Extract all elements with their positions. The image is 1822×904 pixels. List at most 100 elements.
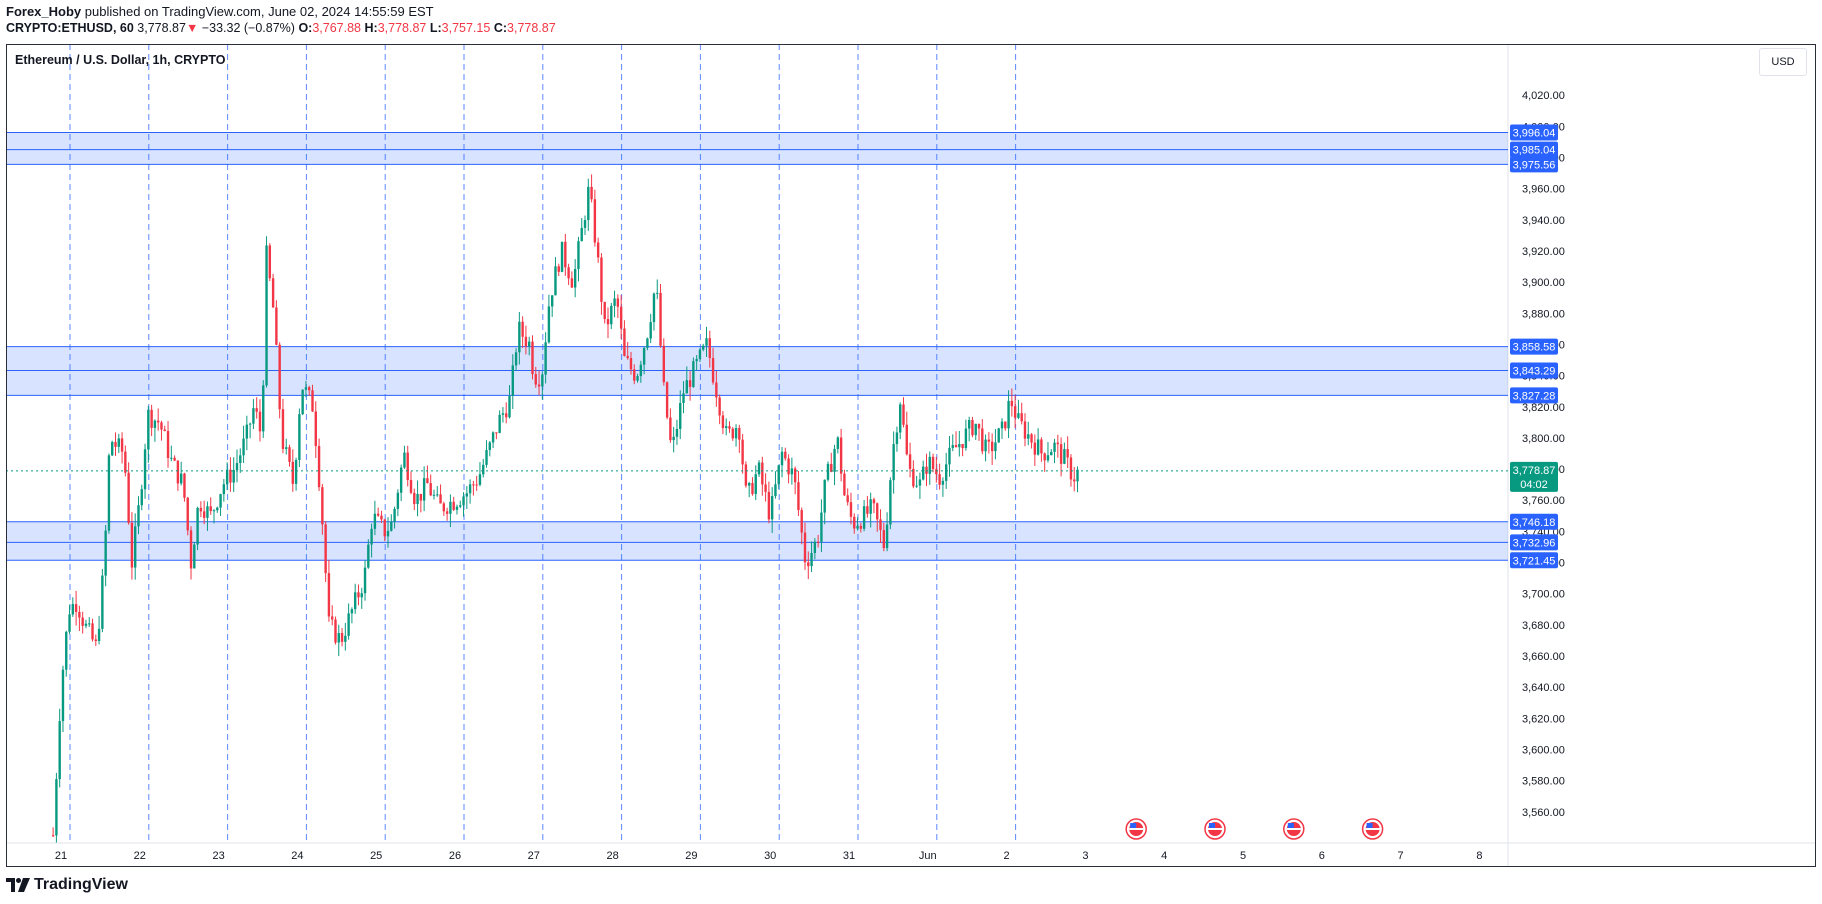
candle-body	[550, 295, 554, 307]
candle-body	[885, 524, 889, 549]
tradingview-logo[interactable]: TradingView	[6, 876, 128, 894]
author-name[interactable]: Forex_Hoby	[6, 4, 82, 19]
candle-body	[413, 492, 416, 505]
candle-body	[436, 494, 439, 496]
candle-body	[353, 592, 357, 610]
candle-body	[193, 544, 196, 569]
candle-body	[780, 451, 784, 466]
candle-body	[567, 267, 570, 279]
candle-body	[613, 298, 616, 306]
candle-body	[869, 499, 872, 514]
candle-body	[675, 428, 679, 437]
candle-body	[314, 411, 317, 447]
candle-body	[422, 478, 426, 501]
candle-body	[1056, 442, 1060, 445]
candle-body	[472, 484, 475, 486]
candle-body	[334, 619, 337, 643]
candle-body	[626, 355, 629, 359]
candle-body	[761, 462, 764, 485]
zone-price-label: 3,721.45	[1513, 555, 1556, 567]
candle-body	[810, 552, 813, 567]
candle-body	[905, 424, 908, 455]
y-tick-label: 3,920.00	[1522, 246, 1565, 258]
candle-body	[892, 444, 895, 481]
y-tick-label: 3,580.00	[1522, 776, 1565, 788]
candle-body	[593, 199, 597, 243]
candle-body	[107, 455, 111, 531]
x-tick-label: 28	[606, 850, 618, 862]
candle-body	[846, 495, 849, 503]
candle-body	[669, 417, 672, 441]
price-zone[interactable]	[6, 132, 1508, 165]
candle-body	[652, 293, 656, 323]
candle-body	[639, 364, 643, 377]
currency-button[interactable]: USD	[1759, 48, 1807, 76]
candle-body	[455, 506, 459, 510]
y-tick-label: 3,700.00	[1522, 589, 1565, 601]
candle-body	[117, 438, 120, 447]
candle-body	[1053, 442, 1056, 452]
us-flag-event-icon[interactable]	[1125, 818, 1147, 840]
candle-body	[317, 446, 321, 488]
candle-body	[685, 380, 689, 394]
candle-body	[271, 278, 275, 308]
candle-body	[1030, 434, 1033, 443]
zone-price-label: 3,858.58	[1513, 342, 1556, 354]
price-zone[interactable]	[6, 521, 1508, 561]
y-tick-label: 3,680.00	[1522, 620, 1565, 632]
candle-body	[915, 485, 918, 487]
candle-body	[541, 374, 544, 387]
candle-body	[255, 408, 258, 412]
x-tick-label: 22	[134, 850, 146, 862]
candle-body	[1033, 442, 1037, 455]
zone-price-badge	[1510, 387, 1558, 404]
candle-body	[327, 573, 331, 617]
zone-price-badge	[1510, 156, 1558, 173]
candle-body	[114, 441, 117, 447]
candle-body	[189, 530, 193, 569]
candle-body	[902, 404, 905, 425]
candle-body	[199, 507, 203, 512]
candle-body	[912, 468, 915, 487]
candle-body	[88, 623, 91, 625]
candle-body	[101, 575, 104, 629]
candle-body	[895, 432, 899, 445]
candle-body	[935, 469, 938, 475]
candle-body	[308, 387, 311, 391]
candle-body	[820, 512, 823, 542]
zone-price-badge	[1510, 338, 1558, 355]
candle-body	[849, 502, 853, 517]
y-tick-label: 3,760.00	[1522, 495, 1565, 507]
candle-body	[1073, 479, 1076, 482]
us-flag-event-icon[interactable]	[1283, 818, 1305, 840]
candle-body	[514, 352, 518, 366]
candle-body	[409, 479, 413, 493]
zone-price-label: 3,985.04	[1513, 145, 1556, 157]
publish-info: Forex_Hoby published on TradingView.com,…	[6, 4, 434, 19]
candle-body	[301, 389, 304, 415]
candle-body	[836, 437, 840, 449]
y-tick-label: 3,660.00	[1522, 651, 1565, 663]
candle-body	[468, 484, 472, 494]
candle-body	[528, 341, 531, 347]
candle-body	[196, 507, 199, 545]
candle-body	[478, 474, 482, 485]
candle-body	[235, 463, 239, 470]
x-tick-label: 6	[1319, 850, 1325, 862]
y-tick-label: 3,600.00	[1522, 745, 1565, 757]
candle-body	[767, 491, 771, 520]
price-zone[interactable]	[6, 346, 1508, 396]
zone-price-badge	[1510, 141, 1558, 158]
price-chart[interactable]: 21 22 23 24 25 26 27 28 29 30 31 Jun 2 3 4 5 6 7 83,560.00…	[6, 44, 1816, 867]
y-tick-label: 3,820.00	[1522, 402, 1565, 414]
us-flag-event-icon[interactable]	[1204, 818, 1226, 840]
candle-body	[390, 521, 393, 531]
candle-body	[304, 387, 308, 390]
high-label: H:	[364, 21, 378, 35]
candle-body	[432, 494, 436, 496]
down-arrow-icon: ▼	[185, 21, 199, 35]
candle-body	[219, 494, 222, 508]
us-flag-event-icon[interactable]	[1361, 818, 1384, 840]
candle-body	[94, 639, 98, 642]
zone-price-label: 3,996.04	[1513, 127, 1556, 139]
